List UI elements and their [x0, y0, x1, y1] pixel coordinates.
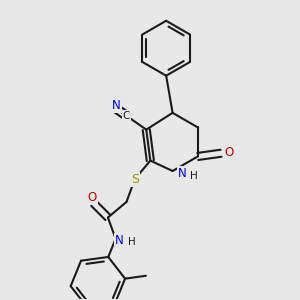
- Text: H: H: [190, 171, 197, 181]
- Text: H: H: [128, 237, 136, 247]
- Text: S: S: [131, 173, 139, 186]
- Text: N: N: [112, 99, 121, 112]
- Text: N: N: [178, 167, 187, 180]
- Text: N: N: [115, 234, 124, 247]
- Text: O: O: [224, 146, 233, 159]
- Text: O: O: [88, 191, 97, 204]
- Text: C: C: [123, 111, 130, 121]
